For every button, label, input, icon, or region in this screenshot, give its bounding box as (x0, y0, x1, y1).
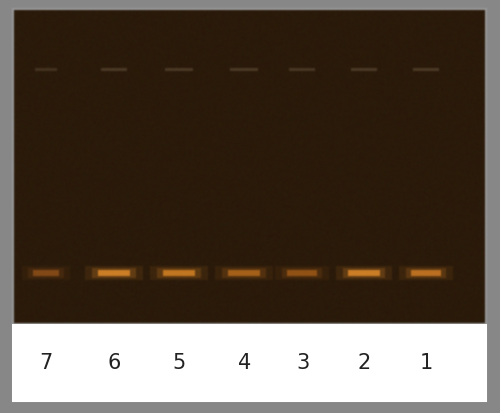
Text: 5: 5 (172, 353, 186, 373)
Text: 4: 4 (238, 353, 252, 373)
Text: 7: 7 (40, 353, 53, 373)
Text: 1: 1 (420, 353, 433, 373)
Text: 2: 2 (358, 353, 371, 373)
Text: 3: 3 (296, 353, 310, 373)
Text: 6: 6 (108, 353, 121, 373)
